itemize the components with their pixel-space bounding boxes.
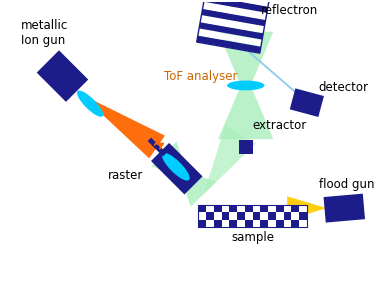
Polygon shape <box>205 0 269 6</box>
Bar <box>245 219 252 227</box>
Polygon shape <box>197 36 261 53</box>
Bar <box>198 205 307 227</box>
Bar <box>222 205 230 212</box>
Polygon shape <box>151 142 216 207</box>
Bar <box>237 212 245 219</box>
Text: reflectron: reflectron <box>261 4 318 17</box>
Bar <box>230 212 237 219</box>
Polygon shape <box>151 143 203 195</box>
Bar <box>276 212 284 219</box>
Bar <box>222 219 230 227</box>
Text: detector: detector <box>319 81 369 94</box>
Bar <box>237 219 245 227</box>
Bar <box>252 212 260 219</box>
Text: sample: sample <box>231 231 274 244</box>
Bar <box>291 212 299 219</box>
Bar <box>268 212 276 219</box>
Text: extractor: extractor <box>252 119 307 132</box>
Bar <box>230 219 237 227</box>
Bar <box>291 219 299 227</box>
Bar <box>268 219 276 227</box>
Bar <box>230 205 237 212</box>
Bar <box>299 205 307 212</box>
Polygon shape <box>202 9 266 26</box>
Bar <box>299 219 307 227</box>
Bar <box>268 205 276 212</box>
Bar <box>276 219 284 227</box>
Polygon shape <box>290 89 324 117</box>
Polygon shape <box>200 16 265 33</box>
Bar <box>284 219 291 227</box>
Bar <box>299 212 307 219</box>
Bar <box>214 219 222 227</box>
Bar <box>214 212 222 219</box>
Bar <box>214 205 222 212</box>
Bar <box>222 212 230 219</box>
Bar <box>291 205 299 212</box>
Bar <box>245 205 252 212</box>
Bar <box>252 205 260 212</box>
Polygon shape <box>218 32 273 139</box>
Polygon shape <box>198 29 262 46</box>
Bar <box>206 205 214 212</box>
Bar <box>260 212 268 219</box>
Bar <box>198 205 206 212</box>
Polygon shape <box>203 125 256 194</box>
Bar <box>206 219 214 227</box>
Bar <box>252 219 260 227</box>
Bar <box>198 212 206 219</box>
Bar <box>260 219 268 227</box>
Text: raster: raster <box>108 169 143 182</box>
Bar <box>276 205 284 212</box>
Polygon shape <box>204 0 268 13</box>
Ellipse shape <box>162 153 190 181</box>
Polygon shape <box>199 22 263 40</box>
Polygon shape <box>148 138 166 157</box>
Bar <box>198 219 206 227</box>
Polygon shape <box>287 196 326 220</box>
Bar <box>237 205 245 212</box>
Bar <box>206 212 214 219</box>
Polygon shape <box>324 194 365 222</box>
Bar <box>284 212 291 219</box>
Polygon shape <box>239 140 252 154</box>
Bar <box>260 205 268 212</box>
Text: ToF analyser: ToF analyser <box>164 70 237 83</box>
Text: flood gun: flood gun <box>319 178 374 191</box>
Polygon shape <box>203 2 267 20</box>
Ellipse shape <box>77 91 103 117</box>
Polygon shape <box>37 50 88 102</box>
Polygon shape <box>80 94 165 158</box>
Text: metallic
Ion gun: metallic Ion gun <box>21 18 68 47</box>
Ellipse shape <box>227 80 265 90</box>
Bar <box>245 212 252 219</box>
Bar <box>284 205 291 212</box>
